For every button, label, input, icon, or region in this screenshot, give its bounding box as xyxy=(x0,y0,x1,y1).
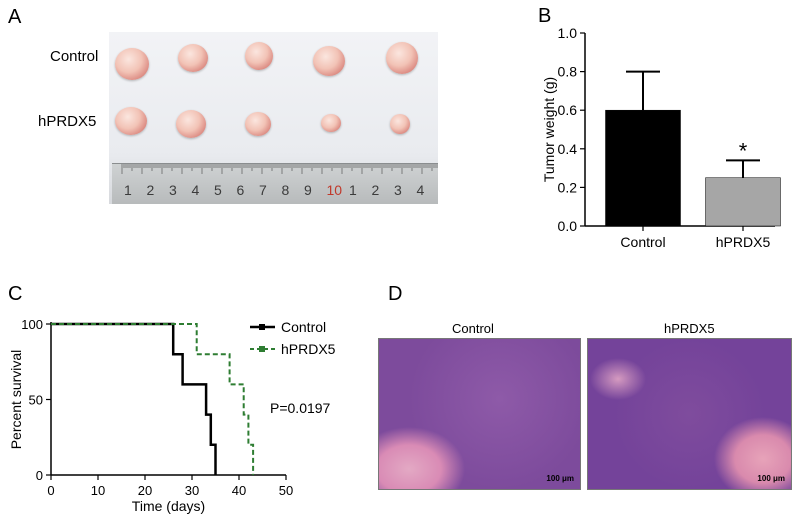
x-tick-label: 50 xyxy=(279,483,293,498)
row-label-control: Control xyxy=(50,48,99,65)
x-tick-label: 30 xyxy=(185,483,199,498)
tumor-weight-chart: 0.0 0.2 0.4 0.6 0.8 1.0 Tumor weight (g) Contro… xyxy=(541,25,781,250)
survival-chart: 0 10 20 30 40 50 0 50 100 Time (days) Percent surv… xyxy=(8,317,336,514)
x-tick-label: hPRDX5 xyxy=(716,234,771,250)
tumor-control-2 xyxy=(178,44,208,72)
tumor-control-3 xyxy=(245,42,273,70)
bar-hprdx5 xyxy=(705,177,781,227)
x-tick-label: 40 xyxy=(232,483,246,498)
histology-control: 100 μm xyxy=(378,338,581,490)
y-tick-label: 0.8 xyxy=(558,64,578,80)
panel-letter-c: C xyxy=(8,283,23,305)
ruler-number: 3 xyxy=(394,182,402,198)
ruler-number: 4 xyxy=(191,182,200,198)
legend-label-control: Control xyxy=(281,319,326,335)
y-tick-label: 1.0 xyxy=(558,25,578,41)
ruler-number: 3 xyxy=(169,182,177,198)
ruler-number: 2 xyxy=(146,182,155,198)
panel-letter-a: A xyxy=(8,6,22,28)
legend-marker xyxy=(259,346,265,352)
ruler-number: 5 xyxy=(214,182,222,198)
tumor-control-5 xyxy=(386,42,418,74)
tumor-hprdx5-3 xyxy=(245,112,271,136)
ruler-number: 10 xyxy=(326,182,343,198)
tumor-hprdx5-2 xyxy=(176,110,206,138)
x-tick-label: 10 xyxy=(91,483,105,498)
y-tick-label: 0.2 xyxy=(558,179,578,195)
tumor-control-1 xyxy=(115,48,149,80)
y-tick-label: 0 xyxy=(36,468,43,483)
histology-title-control: Control xyxy=(452,321,494,336)
x-axis-label: Time (days) xyxy=(132,498,205,514)
scale-bar-hprdx5: 100 μm xyxy=(757,474,785,483)
y-axis-label: Tumor weight (g) xyxy=(541,77,557,182)
survival-line-control xyxy=(51,322,217,475)
ruler-number: 1 xyxy=(124,182,132,198)
x-tick-label: 0 xyxy=(47,483,54,498)
y-tick-label: 50 xyxy=(29,393,43,408)
ruler: 1 2 3 4 5 6 7 8 9 10 1 2 3 4 xyxy=(112,163,438,204)
bar-control xyxy=(605,109,681,227)
y-tick-label: 0.6 xyxy=(558,102,578,118)
p-value-annotation: P=0.0197 xyxy=(270,400,331,416)
y-tick-label: 0.4 xyxy=(558,141,578,157)
ruler-number: 2 xyxy=(371,182,380,198)
ruler-number: 6 xyxy=(236,182,245,198)
legend-marker xyxy=(259,324,265,330)
ruler-number: 8 xyxy=(281,182,290,198)
ruler-number: 1 xyxy=(349,182,357,198)
panel-letter-d: D xyxy=(388,283,403,305)
y-tick-label: 100 xyxy=(21,317,43,332)
ruler-number: 4 xyxy=(416,182,425,198)
histology-title-hprdx5: hPRDX5 xyxy=(664,321,715,336)
y-axis-label: Percent survival xyxy=(8,350,24,450)
tumor-hprdx5-5 xyxy=(390,114,410,134)
x-tick-label: 20 xyxy=(138,483,152,498)
ruler-number: 7 xyxy=(259,182,267,198)
survival-line-hprdx5 xyxy=(51,323,255,475)
tumor-hprdx5-1 xyxy=(115,107,147,135)
tumor-photo: 1 2 3 4 5 6 7 8 9 10 1 2 3 4 xyxy=(109,32,438,204)
panel-letter-b: B xyxy=(538,5,552,27)
x-tick-label: Control xyxy=(620,234,665,250)
histology-hprdx5: 100 μm xyxy=(587,338,792,490)
tumor-control-4 xyxy=(313,46,345,76)
row-label-hprdx5: hPRDX5 xyxy=(38,113,97,130)
y-tick-label: 0.0 xyxy=(558,218,578,234)
significance-marker: * xyxy=(739,138,748,163)
legend-label-hprdx5: hPRDX5 xyxy=(281,341,336,357)
scale-bar-control: 100 μm xyxy=(546,474,574,483)
ruler-number: 9 xyxy=(304,182,312,198)
tumor-hprdx5-4 xyxy=(321,114,341,132)
